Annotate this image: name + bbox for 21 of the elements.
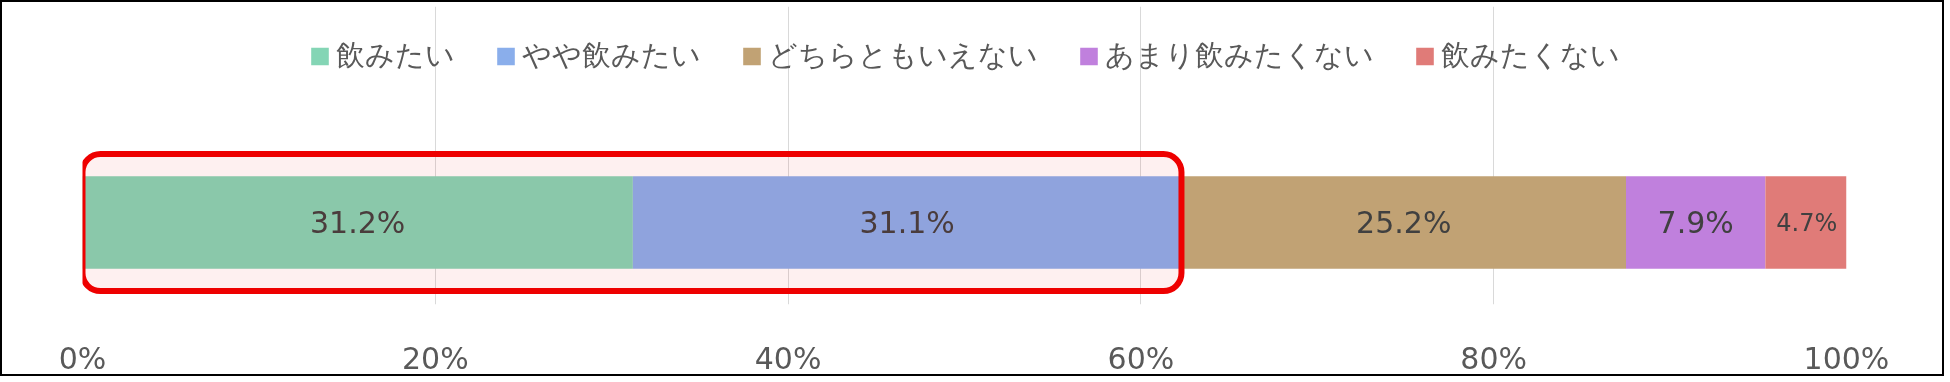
x-tick-label: 100% [1803,340,1890,376]
legend-label: 飲みたくない [1440,37,1620,74]
data-label: 4.7% [1776,208,1838,237]
x-tick-label: 20% [401,340,469,376]
data-label: 31.1% [859,205,955,241]
x-tick-label: 0% [58,340,107,376]
data-label: 7.9% [1657,205,1734,241]
legend-label: あまり飲みたくない [1104,37,1374,74]
legend-label: どちらともいえない [767,37,1038,74]
bar [632,176,1182,269]
bar [1181,176,1626,269]
bar [82,176,633,269]
x-tick-label: 60% [1107,340,1175,376]
legend-label: やや飲みたい [521,37,701,74]
x-tick-label: 80% [1460,340,1528,376]
bar [1626,176,1766,269]
legend-label: 飲みたい [335,37,455,74]
x-tick-label: 40% [754,340,822,376]
bar [1765,176,1847,269]
data-label: 25.2% [1356,205,1452,241]
data-label: 31.2% [310,205,406,241]
